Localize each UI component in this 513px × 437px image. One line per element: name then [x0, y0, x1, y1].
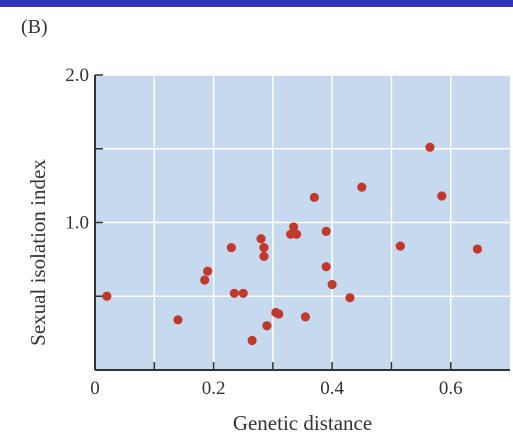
data-point: [274, 309, 284, 319]
x-tick-label: 0.6: [439, 378, 463, 399]
x-tick-label: 0.2: [202, 378, 226, 399]
data-points: [102, 142, 482, 346]
data-point: [327, 279, 337, 290]
data-point: [291, 229, 302, 239]
data-point: [102, 291, 112, 301]
data-point: [309, 192, 319, 203]
y-tick-label: 2.0: [65, 65, 89, 86]
x-tick-label: 0.4: [320, 378, 344, 399]
data-point: [173, 315, 183, 325]
y-tick-label: 1.0: [65, 213, 89, 234]
data-point: [321, 226, 331, 236]
axis-ticks: [95, 74, 452, 370]
data-point: [226, 242, 236, 253]
panel-label: (B): [21, 16, 48, 38]
data-point: [395, 241, 405, 251]
data-point: [425, 142, 435, 152]
data-point: [229, 288, 239, 298]
data-point: [259, 242, 269, 253]
tick-labels: 0.2 0.4 0.6 0 1.0 2.0: [65, 65, 462, 399]
data-point: [472, 244, 482, 254]
data-point: [238, 288, 248, 298]
data-point: [256, 234, 266, 244]
origin-tick-label: 0: [90, 378, 100, 399]
data-point: [357, 182, 367, 192]
data-point: [345, 293, 355, 303]
data-point: [289, 222, 299, 232]
data-point: [437, 191, 447, 201]
data-point: [247, 335, 257, 346]
data-point: [203, 266, 213, 276]
data-point: [300, 312, 311, 322]
data-point: [200, 275, 210, 285]
axes: [94, 75, 510, 371]
data-point: [321, 262, 331, 272]
x-axis-title: Genetic distance: [233, 411, 372, 435]
top-color-bar: [0, 0, 513, 7]
data-point: [259, 251, 269, 262]
grid-lines: [95, 74, 510, 370]
data-point: [262, 321, 272, 331]
y-axis-title: Sexual isolation index: [26, 159, 50, 346]
